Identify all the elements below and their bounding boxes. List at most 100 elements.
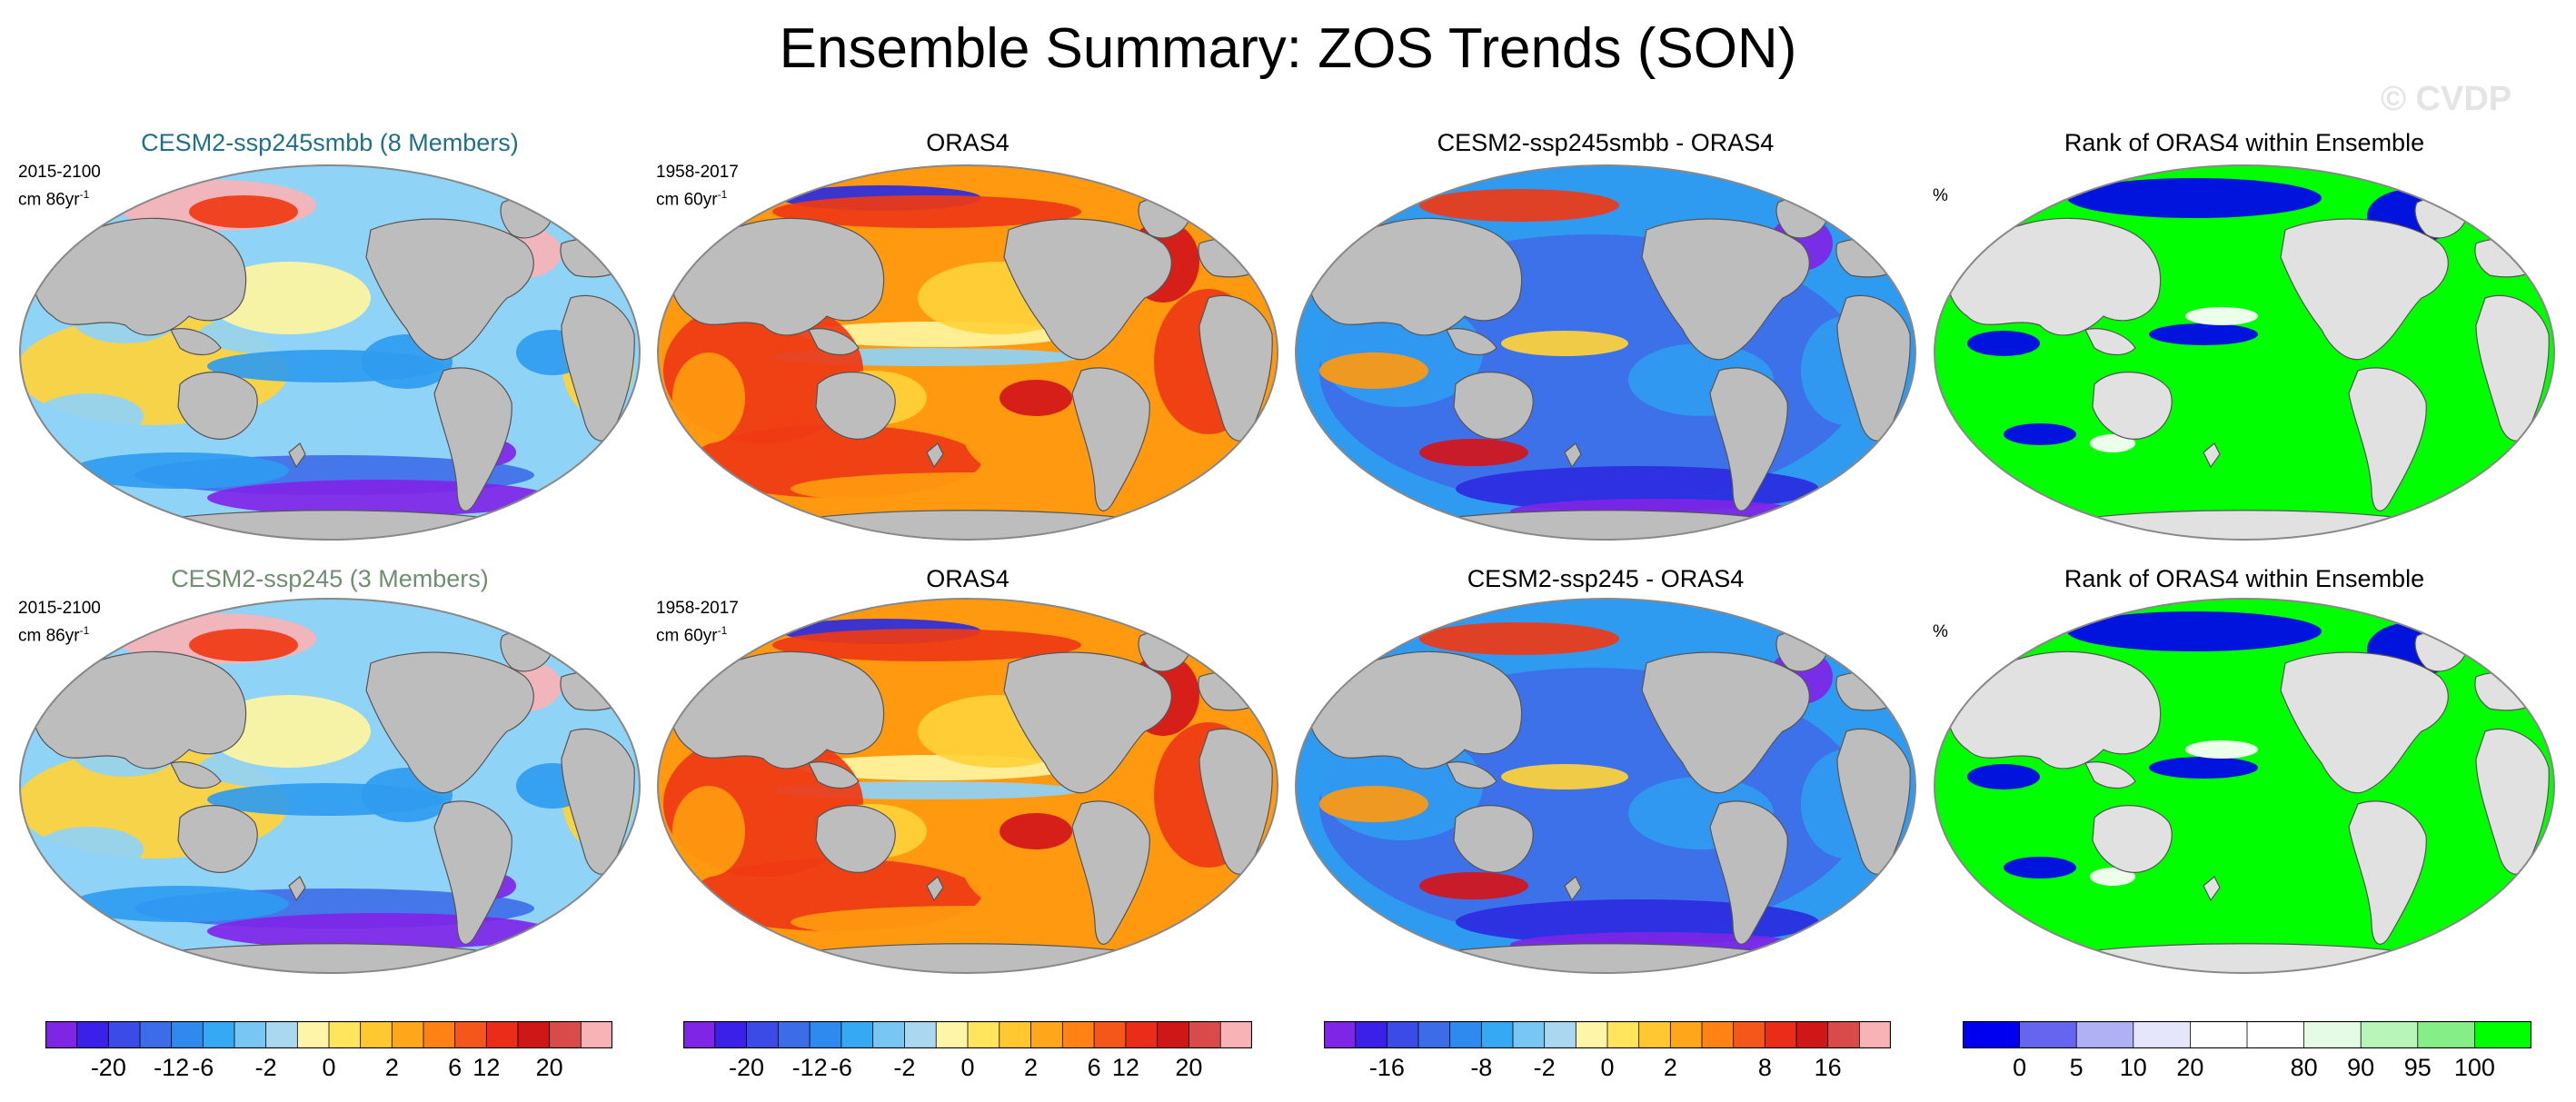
colorbar-swatch [1324,1021,1357,1048]
colorbar-swatch [1061,1021,1096,1048]
field-patch [2185,740,2258,759]
colorbar-swatch [1575,1021,1608,1048]
units-label: % [1933,622,1948,641]
period-label: 2015-2100 [18,163,101,182]
field-patch [2067,611,2322,651]
field-patch [1456,466,1819,511]
field-patch [1967,331,2040,356]
colorbar-tick-label: -20 [90,1054,126,1081]
colorbar-swatch [1417,1021,1451,1048]
land-seasia [2084,761,2136,789]
land-namerica [2280,651,2449,794]
colorbar-tick-label: 80 [2290,1054,2318,1081]
colorbar-tick-label: 0 [322,1054,336,1081]
colorbar-swatch [1858,1021,1891,1048]
colorbar-swatch [265,1021,299,1048]
period-label: 1958-2017 [656,163,739,182]
field-patch [672,352,745,443]
colorbar-swatch [1669,1021,1703,1048]
colorbar-swatch [2417,1021,2476,1048]
land-namerica [1641,651,1810,794]
land-seasia [1446,328,1497,356]
colorbar-tick-label: 20 [1175,1054,1203,1081]
panel-units-label: 2015-2100 cm 86yr-1 [18,598,101,647]
map-panel-rank [1934,598,2555,974]
map-panel-obs [657,598,1278,974]
land-asia [1947,217,2162,336]
panel-title: CESM2-ssp245smbb - ORAS4 [1437,129,1775,156]
map-boundary [1295,598,1916,974]
panel-title: Rank of ORAS4 within Ensemble [2064,129,2425,156]
map-boundary [657,598,1278,974]
colorbar-tick-label: 20 [535,1054,563,1081]
colorbar-tick-label: 2 [384,1054,399,1081]
land-nzeal [926,442,944,469]
land-nzeal [2203,876,2221,902]
map-panel-diff [1295,598,1916,974]
field-patch [2090,434,2135,452]
colorbar-tick-label: 5 [2069,1054,2084,1081]
colorbar-swatch [1606,1021,1640,1048]
colorbar-tick-label: 100 [2453,1054,2495,1081]
colorbar-swatch [328,1021,362,1048]
land-australia [177,372,258,440]
land-nzeal [288,442,306,469]
map-boundary [1934,598,2555,974]
colorbar-swatch [777,1021,811,1048]
colorbar-swatch [76,1021,110,1048]
colorbar-tick-label: 2 [1663,1054,1677,1081]
colorbar-swatch [2075,1021,2134,1048]
field-patch [1501,764,1628,789]
field-patch [1000,813,1072,849]
land-namerica [1641,218,1810,361]
land-asia [33,650,247,769]
colorbar-swatch [580,1021,612,1048]
panel-units-label: % [1933,621,1948,643]
panel-units-label: 1958-2017 cm 60yr-1 [656,162,739,211]
field-patch [1456,899,1819,945]
field-patch [1000,380,1072,416]
land-antarctica [152,943,508,973]
field-patch [2090,868,2135,886]
panel-title: Rank of ORAS4 within Ensemble [2064,565,2425,592]
field-patch [71,452,289,489]
colorbar-tick-label: -20 [729,1054,765,1081]
colorbar-trend [45,1021,612,1048]
land-seasia [1446,761,1497,789]
colorbar-swatch [202,1021,235,1048]
land-seasia [2084,328,2136,356]
field-patch [35,393,144,439]
field-patch [207,695,371,768]
land-seasia [808,328,860,356]
colorbar-swatch [1093,1021,1127,1048]
colorbar-swatch [1355,1021,1388,1048]
colorbar-swatch [45,1021,78,1048]
field-patch [207,262,371,334]
colorbar-swatch [517,1021,551,1048]
land-asia [1308,650,1523,769]
colorbar-swatch [1512,1021,1546,1048]
colorbar-swatch [904,1021,938,1048]
land-namerica [365,218,534,361]
land-samerica [2348,367,2427,511]
field-patch [2149,757,2258,779]
field-patch [672,786,745,877]
land-samerica [1071,800,1150,945]
panel-title: ORAS4 [926,129,1010,156]
colorbar-swatch [1219,1021,1252,1048]
panel-title: CESM2-ssp245 - ORAS4 [1467,565,1745,592]
map-boundary [19,164,641,541]
land-samerica [1709,800,1788,945]
field-patch [189,629,298,661]
map-boundary [657,164,1278,541]
colorbar-swatch [1030,1021,1064,1048]
figure-title: Ensemble Summary: ZOS Trends (SON) [779,17,1797,80]
colorbar-swatch [683,1021,716,1048]
colorbar-swatch [1189,1021,1222,1048]
colorbar-swatch [2474,1021,2531,1048]
panel-title: CESM2-ssp245smbb (8 Members) [141,129,519,156]
panel-units-label: 1958-2017 cm 60yr-1 [656,598,739,647]
land-namerica [365,651,534,794]
map-panel-model [19,164,641,541]
land-australia [815,372,896,440]
